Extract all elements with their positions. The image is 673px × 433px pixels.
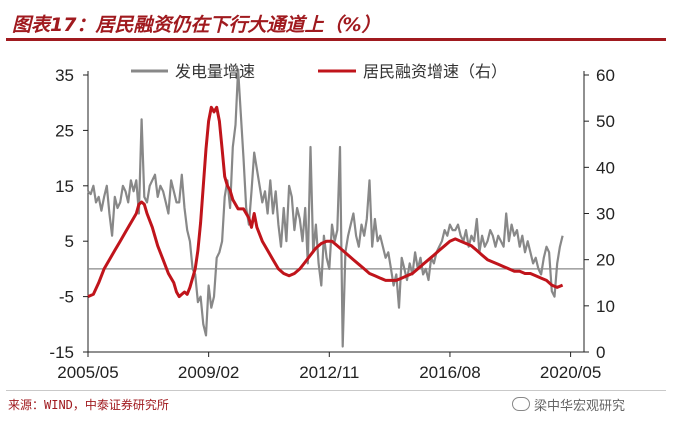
legend-label-household: 居民融资增速（右） bbox=[363, 62, 507, 81]
right-tick-label: 10 bbox=[596, 297, 615, 316]
left-tick-label: 15 bbox=[55, 177, 74, 196]
left-tick-label: 25 bbox=[55, 121, 74, 140]
series-line-household bbox=[87, 105, 564, 299]
wechat-icon bbox=[512, 397, 530, 411]
source-note: 来源：WIND，中泰证券研究所 bbox=[8, 398, 169, 412]
footer-divider bbox=[6, 390, 666, 391]
line-chart: 35 25 15 5 -5 -15 60 50 40 30 20 10 0 2005/05 2009/02 2… bbox=[49, 62, 615, 382]
x-tick-label: 2005/05 bbox=[57, 363, 118, 382]
right-tick-label: 40 bbox=[596, 158, 615, 177]
x-tick-label: 2020/05 bbox=[540, 363, 601, 382]
left-tick-label: 5 bbox=[65, 232, 74, 251]
left-tick-label: 35 bbox=[55, 66, 74, 85]
legend-label-power: 发电量增速 bbox=[175, 62, 255, 81]
x-tick-label: 2009/02 bbox=[178, 363, 239, 382]
right-tick-label: 60 bbox=[596, 66, 615, 85]
left-tick-label: -15 bbox=[49, 343, 74, 362]
series-line-power bbox=[87, 68, 564, 348]
brand-watermark: 梁中华宏观研究 bbox=[512, 395, 625, 414]
left-tick-label: -5 bbox=[59, 288, 74, 307]
right-tick-label: 50 bbox=[596, 112, 615, 131]
right-tick-label: 0 bbox=[596, 343, 605, 362]
x-tick-label: 2016/08 bbox=[419, 363, 480, 382]
chart-title-bar: 图表17：居民融资仍在下行大通道上（%） bbox=[6, 4, 666, 41]
chart-title: 图表17：居民融资仍在下行大通道上（%） bbox=[12, 14, 381, 36]
x-tick-label: 2012/11 bbox=[299, 363, 359, 382]
brand-name: 梁中华宏观研究 bbox=[534, 399, 626, 414]
right-tick-label: 30 bbox=[596, 205, 615, 224]
right-tick-label: 20 bbox=[596, 251, 615, 270]
